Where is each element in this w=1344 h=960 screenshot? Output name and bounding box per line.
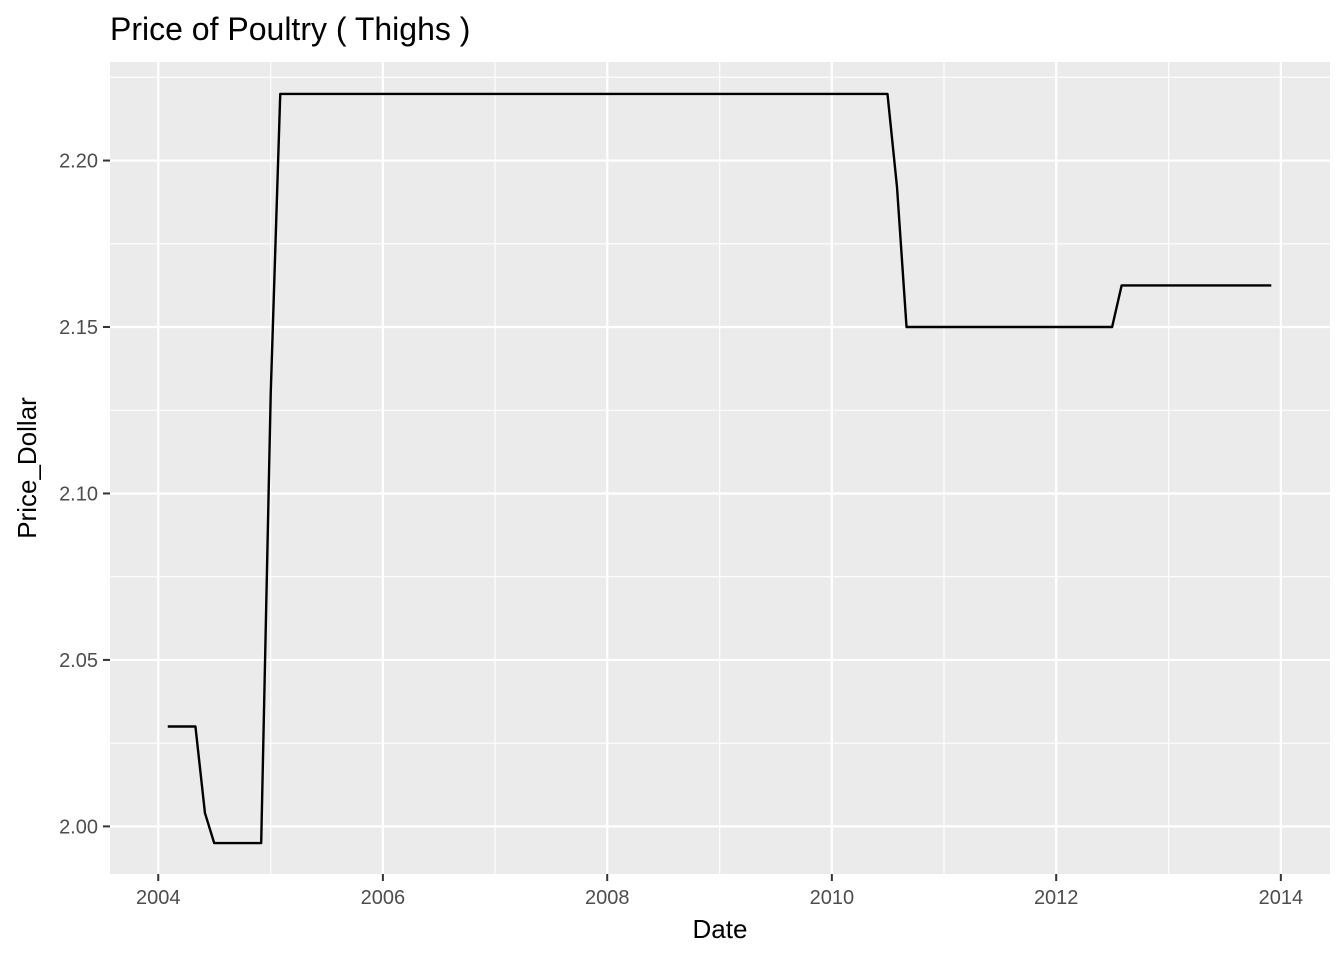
x-tick-label: 2012 — [1034, 887, 1079, 909]
minor-gridlines — [110, 62, 1330, 874]
y-tick-label: 2.05 — [59, 650, 98, 672]
y-tick-label: 2.10 — [59, 483, 98, 505]
x-tick-label: 2004 — [136, 887, 181, 909]
y-tick-label: 2.15 — [59, 317, 98, 339]
price-line — [167, 92, 1272, 845]
y-tick-label: 2.00 — [59, 816, 98, 838]
major-gridlines — [110, 62, 1330, 874]
x-axis-title: Date — [693, 914, 748, 944]
chart-title: Price of Poultry ( Thighs ) — [110, 11, 470, 47]
x-tick-label: 2010 — [810, 887, 855, 909]
x-tick-label: 2006 — [361, 887, 406, 909]
series-layer — [167, 92, 1272, 845]
x-axis-ticks: 2004 2006 2008 2010 2012 2014 — [136, 874, 1303, 909]
y-tick-label: 2.20 — [59, 151, 98, 173]
x-tick-label: 2008 — [585, 887, 630, 909]
x-tick-label: 2014 — [1259, 887, 1304, 909]
y-axis-title: Price_Dollar — [12, 397, 42, 539]
y-axis-ticks: 2.00 2.05 2.10 2.15 2.20 — [59, 151, 110, 838]
